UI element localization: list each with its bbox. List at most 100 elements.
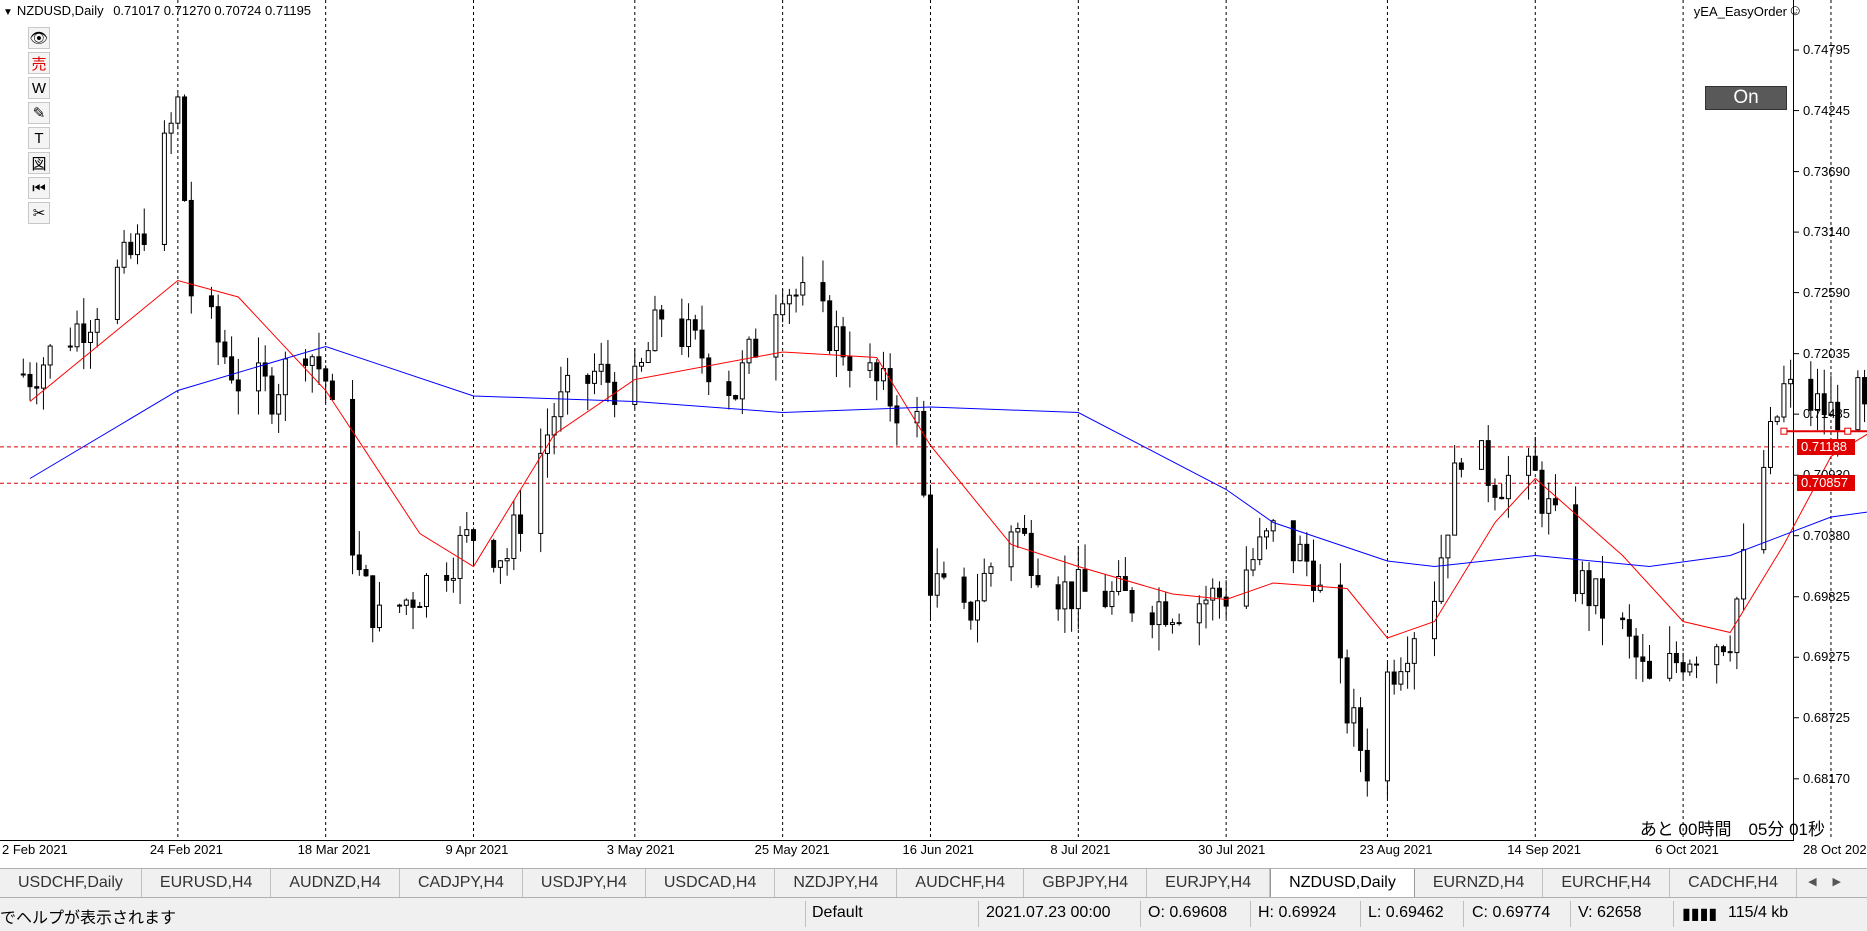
candle-body — [981, 572, 987, 602]
candle-body — [135, 233, 141, 256]
candle-body — [356, 554, 362, 571]
candle-body — [786, 294, 792, 305]
candle-body — [1573, 504, 1579, 595]
candle-body — [444, 574, 450, 581]
tab-usdcad-h4[interactable]: USDCAD,H4 — [646, 869, 776, 897]
pencil-icon[interactable]: ✎ — [28, 102, 50, 124]
tab-audnzd-h4[interactable]: AUDNZD,H4 — [271, 869, 400, 897]
candle-body — [323, 368, 329, 382]
candle-body — [1176, 622, 1182, 625]
tab-eurusd-h4[interactable]: EURUSD,H4 — [142, 869, 272, 897]
candle-body — [726, 381, 732, 397]
candle-body — [1149, 612, 1155, 626]
ea-on-button[interactable]: On — [1705, 86, 1787, 110]
candle-body — [988, 566, 994, 574]
figure-icon[interactable]: 図 — [28, 152, 50, 174]
candle-body — [1015, 527, 1021, 533]
trend-line-handle — [1844, 427, 1852, 435]
eye-icon[interactable]: 👁 — [28, 27, 50, 49]
candle-body — [1727, 651, 1733, 654]
candle-body — [450, 577, 456, 581]
candle-body — [303, 358, 309, 366]
candle-body — [168, 122, 174, 134]
tab-usdchf-daily[interactable]: USDCHF,Daily — [0, 869, 142, 897]
candle-body — [1196, 603, 1202, 624]
status-close: C: 0.69774 — [1472, 904, 1551, 921]
candle-body — [1351, 707, 1357, 724]
date-tick-label: 24 Feb 2021 — [149, 842, 223, 857]
candle-body — [1458, 462, 1464, 470]
chart-ohlc: 0.71017 0.71270 0.70724 0.71195 — [113, 3, 312, 18]
candle-body — [1452, 462, 1458, 536]
candle-body — [874, 362, 880, 382]
chart-area[interactable]: ▼ NZDUSD,Daily 0.71017 0.71270 0.70724 0.… — [0, 0, 1867, 868]
status-low: L: 0.69462 — [1368, 904, 1444, 921]
tab-nzdusd-daily[interactable]: NZDUSD,Daily — [1270, 869, 1415, 897]
tab-eurchf-h4[interactable]: EURCHF,H4 — [1543, 869, 1671, 897]
candle-body — [1344, 657, 1350, 724]
candle-body — [820, 282, 826, 302]
candle-body — [1364, 749, 1370, 782]
tab-nzdjpy-h4[interactable]: NZDJPY,H4 — [775, 869, 898, 897]
candle-body — [282, 358, 288, 396]
price-tick-label: 0.71485 — [1803, 406, 1850, 422]
chart-menu-icon[interactable]: ▼ — [3, 7, 13, 18]
tab-scroll-right-icon[interactable]: ▶ — [1832, 876, 1857, 888]
candle-body — [235, 379, 241, 392]
tab-scroll-left-icon[interactable]: ◀ — [1808, 876, 1833, 888]
chart-tabs: USDCHF,Daily EURUSD,H4 AUDNZD,H4 CADJPY,… — [0, 868, 1867, 898]
tab-cadjpy-h4[interactable]: CADJPY,H4 — [400, 869, 523, 897]
tab-gbpjpy-h4[interactable]: GBPJPY,H4 — [1024, 869, 1148, 897]
status-traffic: 115/4 kb — [1728, 904, 1789, 921]
candle-body — [175, 96, 181, 124]
candle-body — [1290, 520, 1296, 562]
candle-body — [551, 416, 557, 436]
candle-body — [800, 282, 806, 296]
candle-body — [1855, 377, 1861, 431]
text-icon[interactable]: T — [28, 127, 50, 149]
candle-body — [1821, 393, 1827, 415]
candle-body — [1250, 559, 1256, 571]
drawing-toolbar: 👁 売 W ✎ T 図 ⏮ ✂ — [28, 27, 52, 227]
price-chart[interactable] — [0, 0, 1867, 868]
candle-body — [1445, 534, 1451, 559]
candle-body — [1505, 474, 1511, 500]
tab-scroll-arrows[interactable]: ◀▶ — [1808, 875, 1857, 888]
candle-body — [1734, 598, 1740, 654]
moving-average-line — [29, 279, 1867, 639]
candle-body — [397, 604, 403, 607]
candle-body — [927, 494, 933, 596]
candle-body — [1358, 707, 1364, 751]
status-high: H: 0.69924 — [1258, 904, 1337, 921]
candle-body — [1720, 646, 1726, 653]
chart-header: ▼ NZDUSD,Daily 0.71017 0.71270 0.70724 0.… — [3, 3, 311, 18]
w-icon[interactable]: W — [28, 77, 50, 99]
price-tick-label: 0.72590 — [1803, 284, 1850, 300]
candle-body — [81, 323, 87, 343]
tab-usdjpy-h4[interactable]: USDJPY,H4 — [523, 869, 646, 897]
candle-body — [316, 356, 322, 370]
candle-body — [1808, 378, 1814, 411]
candle-body — [87, 331, 93, 343]
sell-icon[interactable]: 売 — [28, 52, 50, 74]
candle-body — [847, 356, 853, 371]
tab-cadchf-h4[interactable]: CADCHF,H4 — [1670, 869, 1797, 897]
candle-body — [1398, 671, 1404, 685]
candle-body — [471, 529, 477, 541]
candle-body — [1069, 581, 1075, 610]
candle-body — [1384, 671, 1390, 782]
tab-eurjpy-h4[interactable]: EURJPY,H4 — [1147, 869, 1271, 897]
candle-body — [504, 557, 510, 562]
rewind-icon[interactable]: ⏮ — [28, 177, 50, 199]
candle-body — [538, 452, 544, 534]
tab-eurnzd-h4[interactable]: EURNZD,H4 — [1415, 869, 1544, 897]
date-tick-label: 16 Jun 2021 — [902, 842, 975, 857]
candle-body — [773, 314, 779, 358]
tab-audchf-h4[interactable]: AUDCHF,H4 — [897, 869, 1025, 897]
candle-body — [1055, 584, 1061, 610]
candle-body — [1552, 498, 1558, 506]
candle-body — [1109, 590, 1115, 608]
candle-body — [1311, 560, 1317, 591]
candle-body — [1815, 393, 1821, 411]
scissors-icon[interactable]: ✂ — [28, 202, 50, 224]
